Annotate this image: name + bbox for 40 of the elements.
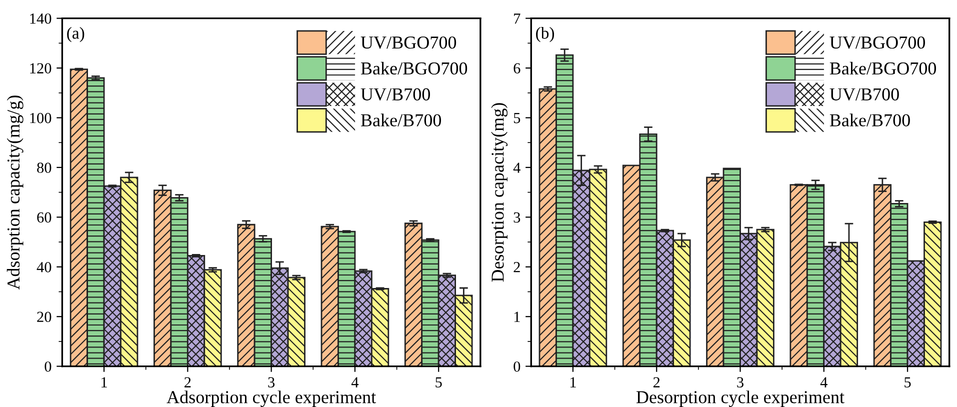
legend-label: Bake/BGO700: [360, 62, 468, 75]
x-tick-label: 2: [653, 377, 660, 388]
x-tick-label: 3: [268, 377, 275, 388]
y-tick-label: 7: [514, 14, 520, 24]
y-tick-label: 40: [36, 262, 52, 272]
x-tick-label: 3: [737, 377, 744, 388]
legend-label: UV/B700: [830, 88, 899, 101]
y-axis-title: Adsorption capacity(mg/g): [6, 96, 24, 290]
x-tick-label: 1: [102, 377, 107, 388]
y-tick-label: 0: [514, 361, 520, 372]
annotation: (a): [67, 27, 84, 42]
x-tick-label: 5: [436, 377, 442, 388]
legend-label: UV/BGO700: [360, 36, 456, 49]
y-tick-label: 80: [37, 162, 52, 173]
annotation: (b): [536, 27, 554, 42]
legend-label: Bake/B700: [830, 114, 910, 126]
y-tick-label: 6: [514, 63, 520, 74]
legend-label: UV/B700: [360, 88, 430, 101]
legend-label: Bake/BGO700: [830, 62, 936, 75]
y-tick-label: 60: [37, 212, 52, 223]
legend-label: UV/BGO700: [830, 36, 925, 49]
y-tick-label: 140: [30, 13, 52, 24]
y-tick-label: 2: [514, 262, 520, 272]
y-tick-label: 5: [514, 113, 520, 124]
legend-label: Bake/B700: [360, 114, 442, 126]
x-axis-title: Adsorption cycle experiment: [166, 390, 376, 407]
x-tick-label: 4: [820, 377, 828, 388]
x-axis-title: Desorption cycle experiment: [636, 390, 844, 407]
x-tick-label: 1: [570, 377, 576, 388]
y-tick-label: 20: [37, 312, 52, 322]
y-axis-title: Desorption capacity(mg): [491, 103, 508, 282]
y-tick-label: 3: [514, 212, 520, 223]
y-tick-label: 120: [30, 63, 52, 74]
x-tick-label: 4: [351, 377, 359, 388]
x-tick-label: 2: [184, 377, 191, 388]
y-tick-label: 4: [513, 162, 520, 173]
y-tick-label: 100: [30, 112, 52, 124]
y-tick-label: 0: [44, 361, 52, 372]
x-tick-label: 5: [904, 377, 911, 388]
y-tick-label: 1: [514, 312, 520, 322]
